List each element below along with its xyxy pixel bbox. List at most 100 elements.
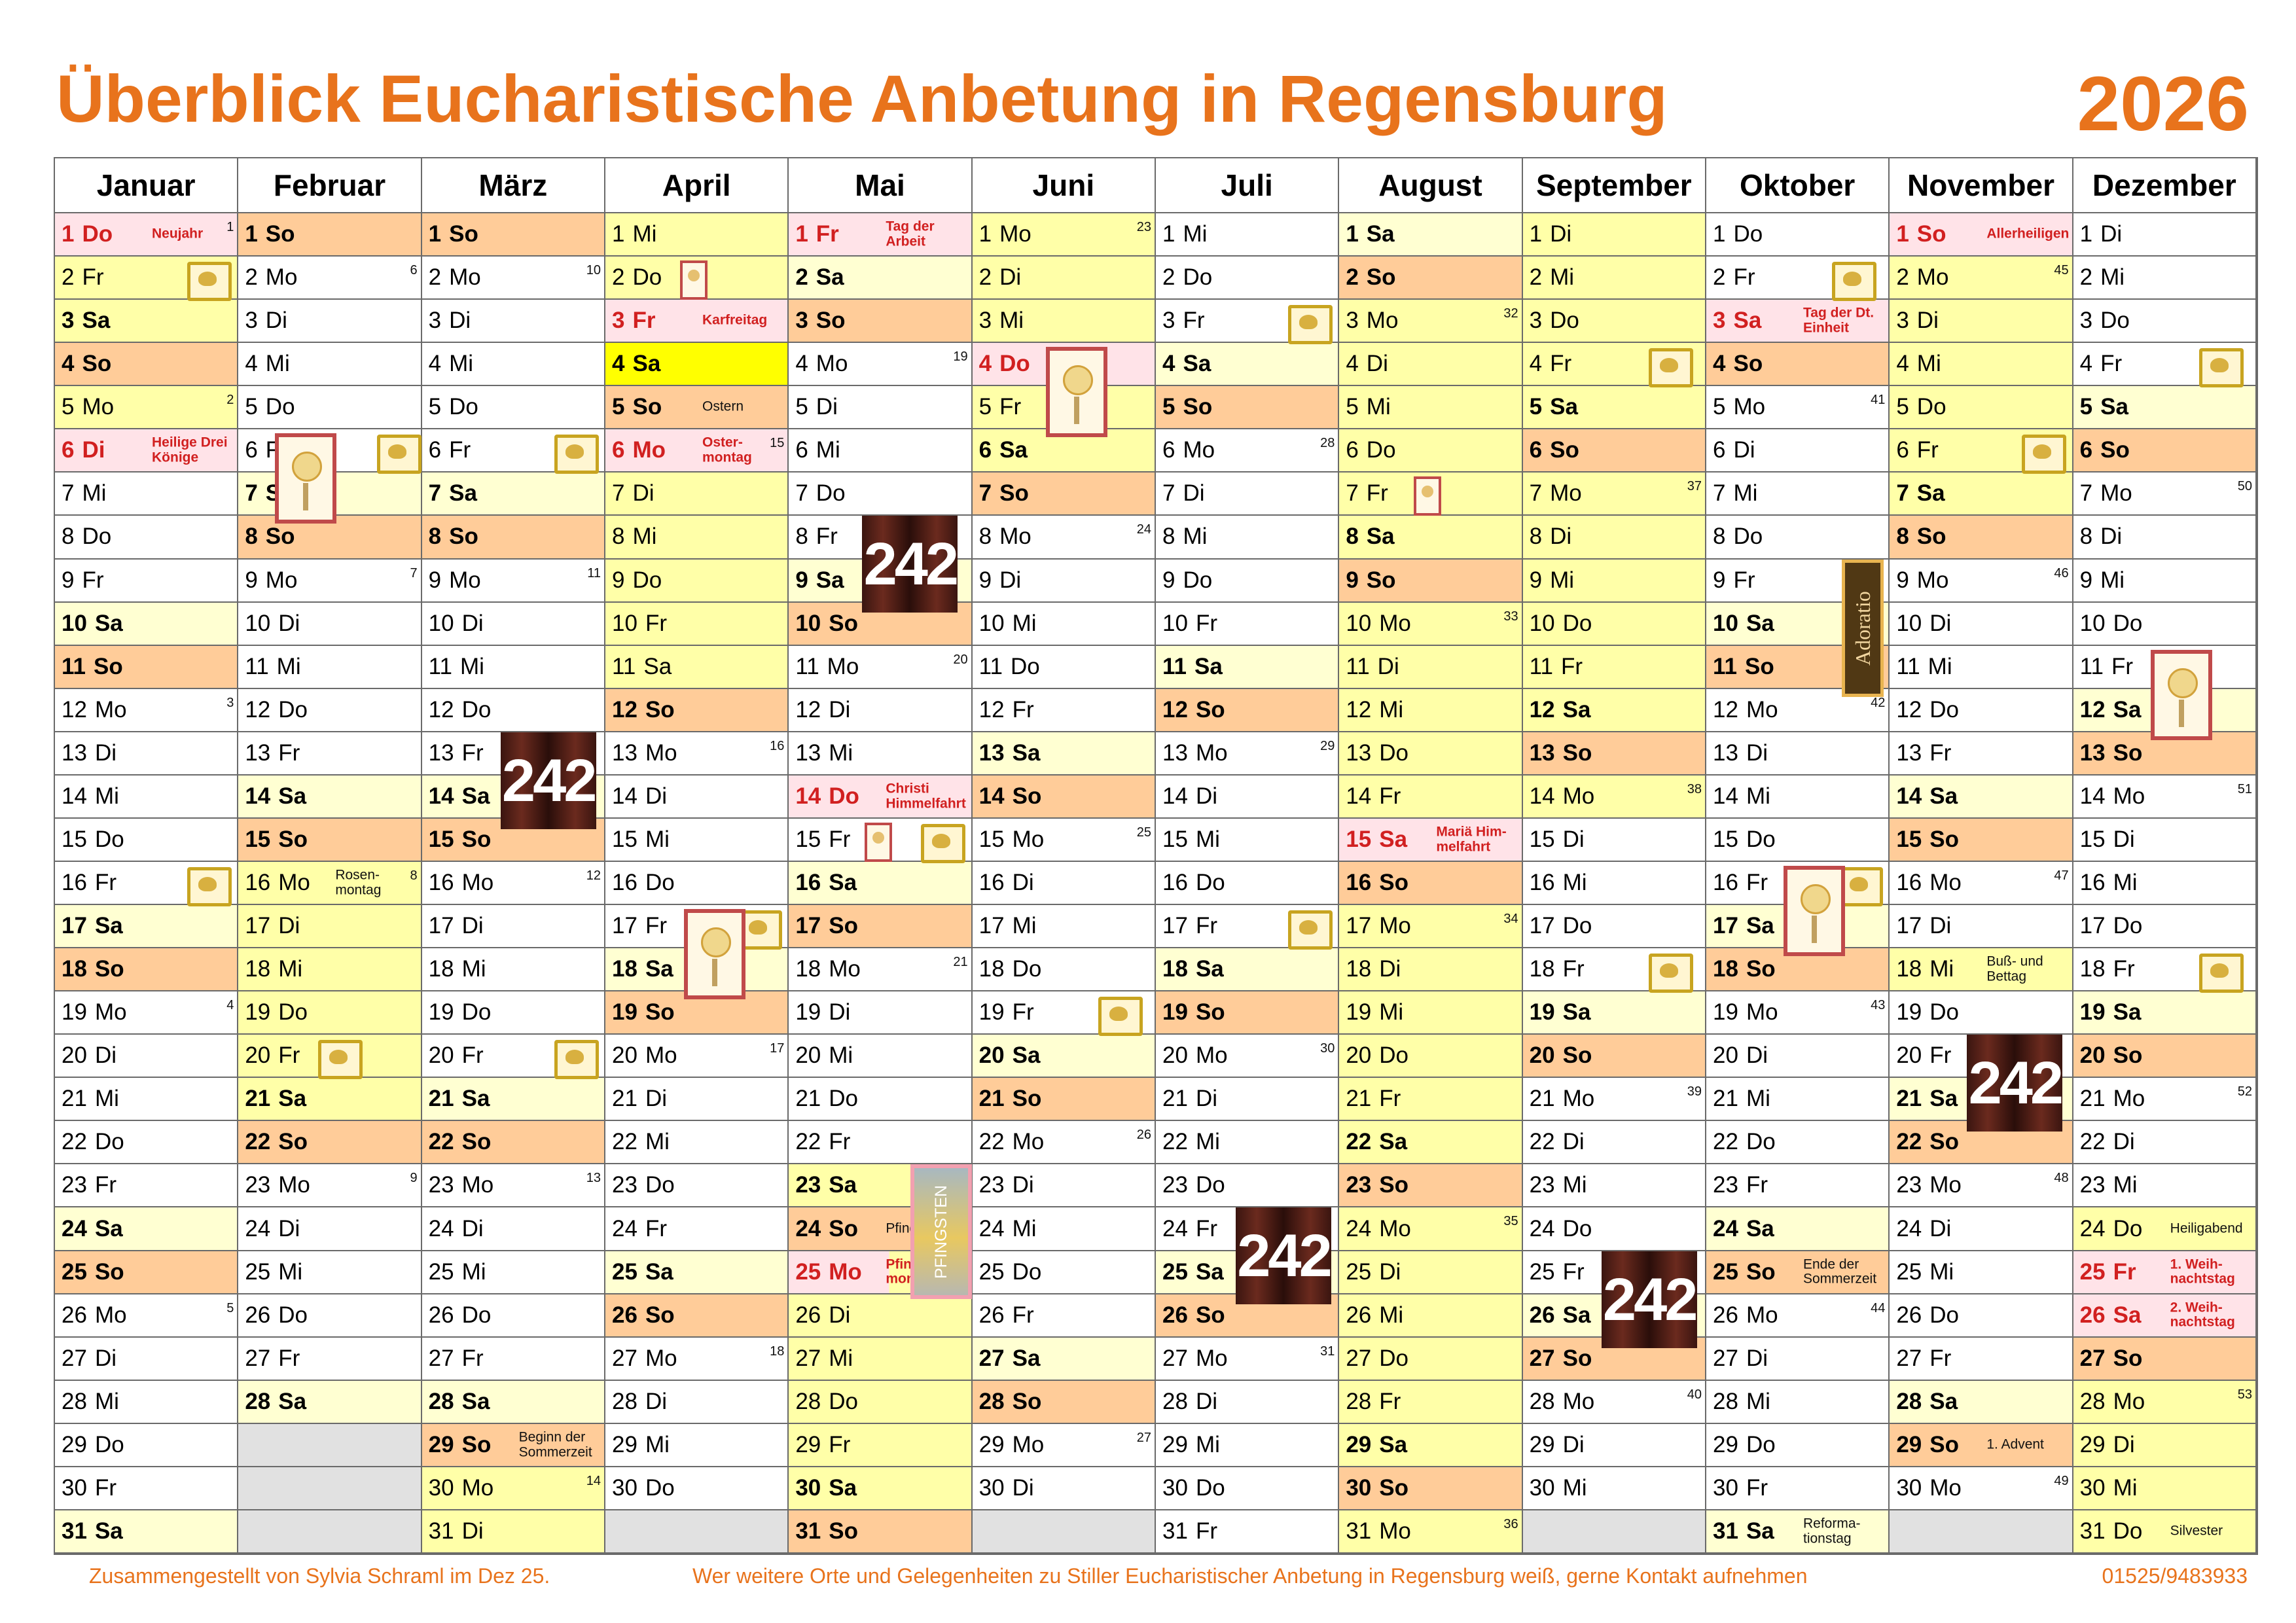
week-number: 26 <box>1136 1128 1151 1143</box>
day-label: 5 Sa <box>1530 394 1578 420</box>
day-label: 18 So <box>1713 956 1776 982</box>
day-label: 19 Sa <box>1530 999 1591 1026</box>
day-cell: 30 Mo 49 <box>1890 1467 2073 1510</box>
day-number: 4 <box>245 351 258 377</box>
day-label: 4 Mo <box>795 351 848 377</box>
day-label: 23 So <box>1346 1172 1408 1198</box>
weekday-label: So <box>265 524 295 550</box>
day-cell: 9 Di <box>972 559 1156 603</box>
month-header: April <box>605 158 789 213</box>
day-cell: 5 Fr <box>972 386 1156 430</box>
day-label: 17 Sa <box>1713 913 1774 939</box>
weekday-label: Do <box>829 1086 859 1112</box>
day-number: 8 <box>978 524 992 550</box>
weekday-label: Mi <box>1929 956 1954 982</box>
day-cell: 5 Sa <box>1522 386 1706 430</box>
weekday-label: Mi <box>816 437 840 463</box>
day-cell: 3 Di <box>422 300 605 344</box>
holiday-note: 1. Weih- nachtstag <box>2170 1256 2235 1287</box>
day-label: 27 Di <box>62 1346 117 1372</box>
day-cell: 19 Sa <box>1522 991 1706 1035</box>
day-cell: 21 Mi <box>1706 1078 1890 1122</box>
week-number: 25 <box>1136 825 1151 840</box>
day-cell: 12 Do <box>1890 688 2073 732</box>
weekday-label: Sa <box>1562 1302 1591 1328</box>
day-number: 24 <box>1896 1215 1922 1241</box>
day-cell: 21 Sa <box>238 1078 422 1122</box>
day-number: 24 <box>2079 1215 2106 1241</box>
weekday-label: Mo <box>82 394 115 420</box>
day-label: 27 Fr <box>1896 1346 1951 1372</box>
day-cell: 9 So <box>1339 559 1523 603</box>
day-number: 31 <box>1346 1518 1372 1544</box>
day-label: 17 So <box>795 913 858 939</box>
day-label: 10 Mi <box>979 611 1037 637</box>
week-number: 51 <box>2237 781 2252 796</box>
day-cell: 7 Sa <box>1890 473 2073 516</box>
day-number: 30 <box>1529 1474 1555 1501</box>
weekday-label: Do <box>1195 1172 1225 1198</box>
day-cell: 26 Mo 5 <box>55 1294 239 1338</box>
day-label: 27 Mo <box>1162 1346 1228 1372</box>
weekday-label: Mi <box>265 351 290 377</box>
day-label: 5 Fr <box>979 394 1022 420</box>
day-number: 13 <box>1713 740 1738 766</box>
day-label: 24 Di <box>1896 1216 1951 1242</box>
day-number: 31 <box>1713 1518 1738 1544</box>
day-label: 24 Mo <box>1346 1216 1411 1242</box>
weekday-label: Fr <box>1366 480 1388 507</box>
day-number: 9 <box>2079 567 2093 593</box>
day-label: 21 So <box>979 1086 1042 1112</box>
day-cell: 28 Di <box>1156 1380 1340 1424</box>
day-label: 22 So <box>245 1129 308 1155</box>
day-number: 7 <box>1713 480 1726 507</box>
day-cell: 19 Di <box>789 991 973 1035</box>
day-number: 10 <box>1162 610 1188 636</box>
week-number: 37 <box>1687 479 1702 494</box>
weekday-label: Do <box>1733 524 1763 550</box>
day-cell: 12 Fr <box>972 688 1156 732</box>
day-number: 23 <box>2079 1172 2106 1198</box>
day-number: 11 <box>1713 653 1737 679</box>
day-number: 26 <box>1529 1302 1555 1328</box>
day-cell: 10 Fr <box>1156 602 1340 646</box>
day-label: 8 So <box>429 524 478 550</box>
week-number: 35 <box>1503 1214 1518 1229</box>
weekday-label: Do <box>1012 1258 1042 1285</box>
day-number: 22 <box>2079 1129 2106 1155</box>
day-number: 15 <box>1713 826 1738 852</box>
day-cell: 5 Mo 2 <box>55 386 239 430</box>
day-label: 29 So <box>429 1432 492 1458</box>
empty-day-cell <box>1522 1510 1706 1554</box>
day-number: 27 <box>1162 1345 1188 1371</box>
day-number: 9 <box>978 567 992 593</box>
day-number: 25 <box>428 1258 454 1285</box>
day-label: 16 Sa <box>795 870 857 896</box>
day-label: 2 Mo <box>245 264 297 291</box>
day-cell: 22 Do <box>55 1121 239 1165</box>
day-label: 3 Fr <box>612 308 655 334</box>
day-label: 26 Do <box>429 1302 492 1329</box>
day-label: 16 Mo <box>1896 870 1962 896</box>
weekday-label: Mi <box>645 826 670 852</box>
day-cell: 2 Mi <box>2073 257 2257 300</box>
day-number: 20 <box>2079 1043 2106 1069</box>
day-number: 6 <box>245 437 258 463</box>
weekday-label: Sa <box>1195 1258 1224 1285</box>
day-cell: 13 So <box>1522 732 1706 776</box>
day-number: 23 <box>978 1172 1005 1198</box>
day-label: 7 Mi <box>62 480 106 507</box>
day-cell: 31 Mo 36 <box>1339 1510 1523 1554</box>
day-label: 18 Mi <box>245 956 302 982</box>
day-label: 7 Do <box>795 480 845 507</box>
day-cell: 25 Mi <box>422 1251 605 1294</box>
day-number: 2 <box>612 264 625 291</box>
day-cell: 1 Mo 23 <box>972 213 1156 257</box>
day-number: 15 <box>612 826 637 852</box>
day-cell: 6 So <box>1522 429 1706 473</box>
weekday-label: Do <box>2113 610 2143 636</box>
day-cell: 18 So <box>55 948 239 992</box>
day-label: 4 Mi <box>245 351 289 377</box>
day-cell: 19 Fr <box>972 991 1156 1035</box>
day-label: 5 Sa <box>2080 394 2128 420</box>
